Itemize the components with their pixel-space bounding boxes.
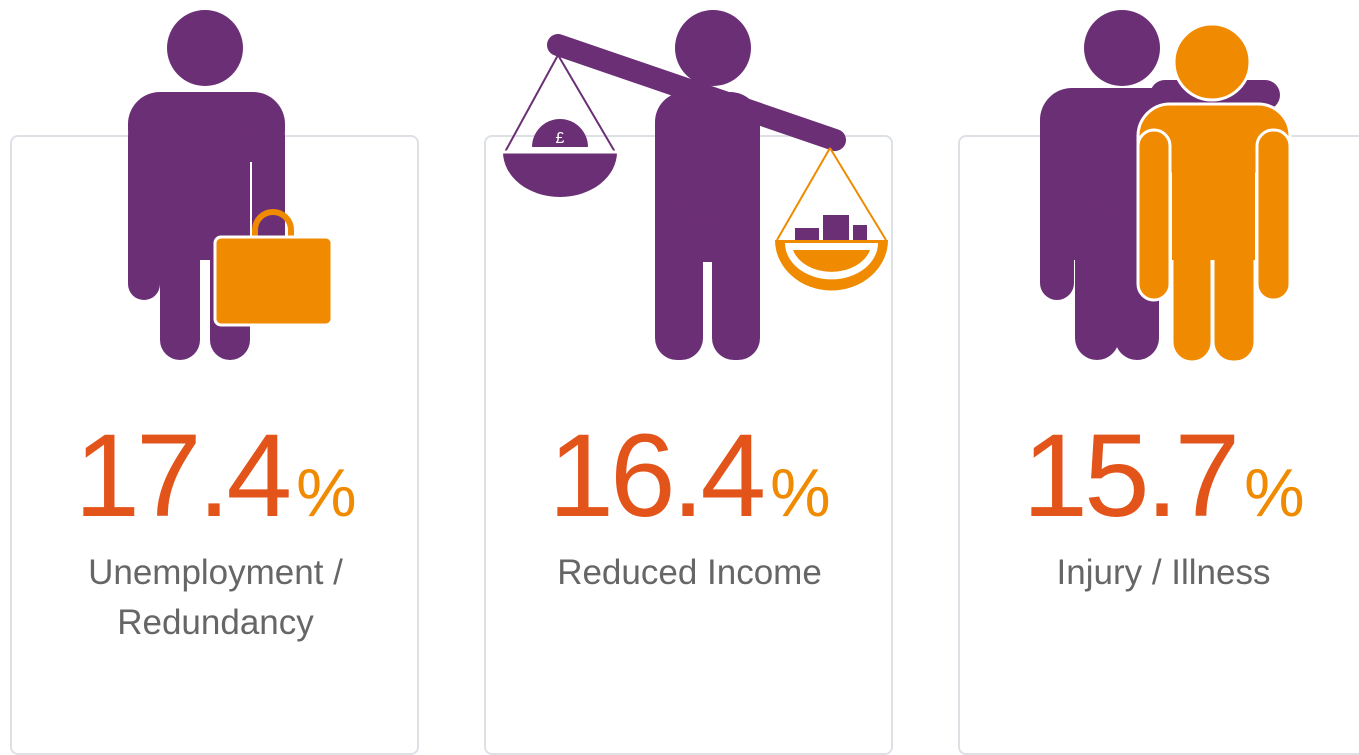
stat-label: Unemployment / Redundancy <box>88 553 343 642</box>
briefcase-icon <box>213 209 334 327</box>
stat-value: 17.4 <box>74 410 292 542</box>
stat-unit: % <box>296 455 357 531</box>
stat-label-box: Injury / Illness <box>958 548 1359 598</box>
stat-label-box: Unemployment / Redundancy <box>10 548 421 648</box>
stat-value: 16.4 <box>548 410 766 542</box>
stat-label-box: Reduced Income <box>484 548 895 598</box>
stat-unit: % <box>1244 455 1305 531</box>
stat: 17.4% <box>10 408 421 544</box>
person-icon <box>1136 22 1292 364</box>
stat-unit: % <box>770 455 831 531</box>
svg-text:£: £ <box>556 130 565 147</box>
stat: 15.7% <box>958 408 1359 544</box>
scales-icon: £ <box>503 34 888 291</box>
icons: £ <box>128 10 1292 364</box>
stat-value: 15.7 <box>1022 410 1240 542</box>
person-icon <box>655 10 760 360</box>
stat-label: Reduced Income <box>557 553 822 592</box>
page: £ 17.4% Unemplo <box>10 10 1359 755</box>
stat-label: Injury / Illness <box>1056 553 1271 592</box>
stat: 16.4% <box>484 408 895 544</box>
